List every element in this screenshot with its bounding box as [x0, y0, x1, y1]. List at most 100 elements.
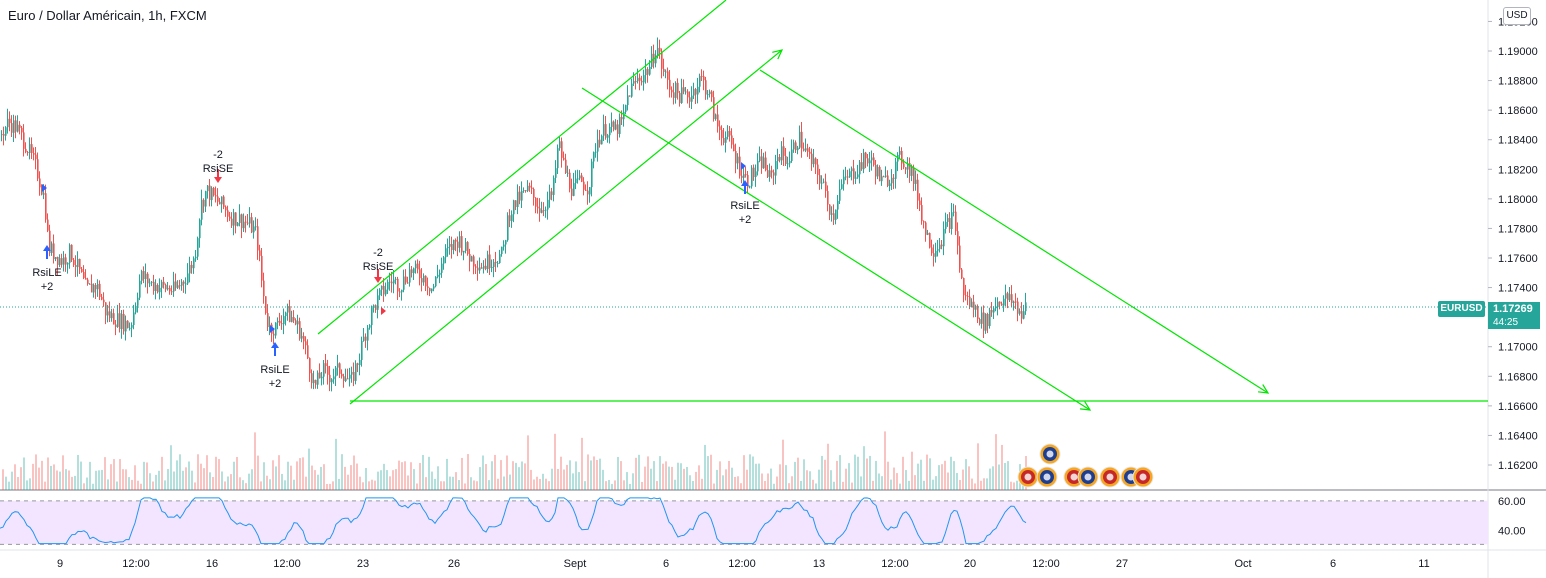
volume-bar [296, 461, 298, 490]
candle-body [21, 127, 23, 133]
currency-button[interactable]: USD [1503, 7, 1531, 25]
candle-body [5, 127, 7, 136]
candle-body [565, 159, 567, 174]
volume-bar [914, 475, 916, 490]
volume-bar [902, 456, 904, 490]
candle-body [949, 217, 951, 230]
candle-body [17, 124, 19, 132]
volume-bar [203, 468, 205, 490]
volume-bar [5, 476, 7, 490]
candle-body [957, 231, 959, 246]
candle-body [689, 97, 691, 102]
candle-body [707, 94, 709, 96]
candle-body [427, 286, 429, 289]
volume-bar [287, 461, 289, 490]
candle-body [625, 105, 627, 112]
candle-body [475, 266, 477, 268]
candle-body [417, 263, 419, 270]
volume-bar [284, 480, 286, 490]
volume-bar [875, 460, 877, 490]
volume-bar [908, 480, 910, 490]
candle-body [511, 214, 513, 221]
volume-bar [938, 465, 940, 490]
candle-body [323, 363, 325, 377]
candle-body [593, 152, 595, 162]
volume-bar [821, 455, 823, 490]
candle-body [345, 378, 347, 381]
volume-bar [962, 469, 964, 490]
rsi-line [0, 497, 1027, 545]
volume-bar [545, 478, 547, 490]
volume-bar [314, 470, 316, 490]
candle-body [419, 269, 421, 279]
candle-body [811, 153, 813, 165]
volume-bar [209, 472, 211, 490]
candle-body [415, 263, 417, 269]
candle-body [37, 159, 39, 179]
candle-body [1015, 301, 1017, 303]
volume-bar [395, 469, 397, 490]
candle-body [995, 307, 997, 309]
candle-body [499, 254, 501, 264]
candle-body [405, 276, 407, 283]
candle-body [449, 243, 451, 247]
candle-body [803, 148, 805, 151]
volume-bar [74, 475, 76, 490]
candle-body [421, 278, 423, 283]
price-tick-label: 1.17000 [1498, 342, 1538, 354]
candle-body [877, 166, 879, 177]
candle-body [963, 278, 965, 296]
candle-body [49, 230, 51, 253]
candle-body [903, 163, 905, 168]
candle-body [777, 156, 779, 162]
candle-body [515, 200, 517, 208]
candle-body [163, 281, 165, 285]
volume-bar [359, 476, 361, 490]
candle-body [407, 282, 409, 284]
arrow-head [1257, 384, 1270, 394]
candle-body [793, 142, 795, 150]
candle-body [645, 69, 647, 76]
candle-body [371, 307, 373, 326]
candle-body [893, 177, 895, 179]
candle-body [633, 80, 635, 84]
candle-body [991, 309, 993, 313]
candle-body [611, 121, 613, 127]
candle-body [447, 246, 449, 249]
volume-bar [692, 481, 694, 490]
candle-body [835, 209, 837, 220]
volume-bar [572, 473, 574, 490]
candle-body [941, 244, 943, 247]
price-tick-label: 1.19000 [1498, 46, 1538, 58]
volume-bar [434, 478, 436, 490]
arrow-head [772, 49, 784, 60]
candle-body [51, 243, 53, 253]
candle-body [341, 373, 343, 377]
candle-body [1021, 311, 1023, 319]
candle-body [147, 273, 149, 284]
volume-bar [350, 465, 352, 490]
rsi-tick-label: 40.00 [1498, 525, 1526, 537]
candle-body [771, 170, 773, 173]
volume-bar [41, 460, 43, 490]
signal-value: +2 [41, 281, 54, 293]
volume-bar [308, 448, 310, 490]
candle-body [693, 89, 695, 96]
volume-bar [236, 456, 238, 490]
candle-body [77, 258, 79, 268]
candle-body [697, 86, 699, 95]
time-axis[interactable]: 9 12:00 16 12:00 23 26 Sept 6 12:00 13 12:00 20 12:0… [57, 558, 1430, 570]
candle-body [489, 254, 491, 269]
candle-body [547, 199, 549, 210]
badge-center [1043, 473, 1051, 481]
candle-body [817, 164, 819, 176]
time-tick-label: Sept [564, 558, 587, 570]
candle-body [947, 217, 949, 222]
volume-bar [815, 483, 817, 490]
candle-body [399, 291, 401, 293]
candle-body [779, 156, 781, 161]
candle-body [641, 80, 643, 83]
candle-body [687, 91, 689, 98]
